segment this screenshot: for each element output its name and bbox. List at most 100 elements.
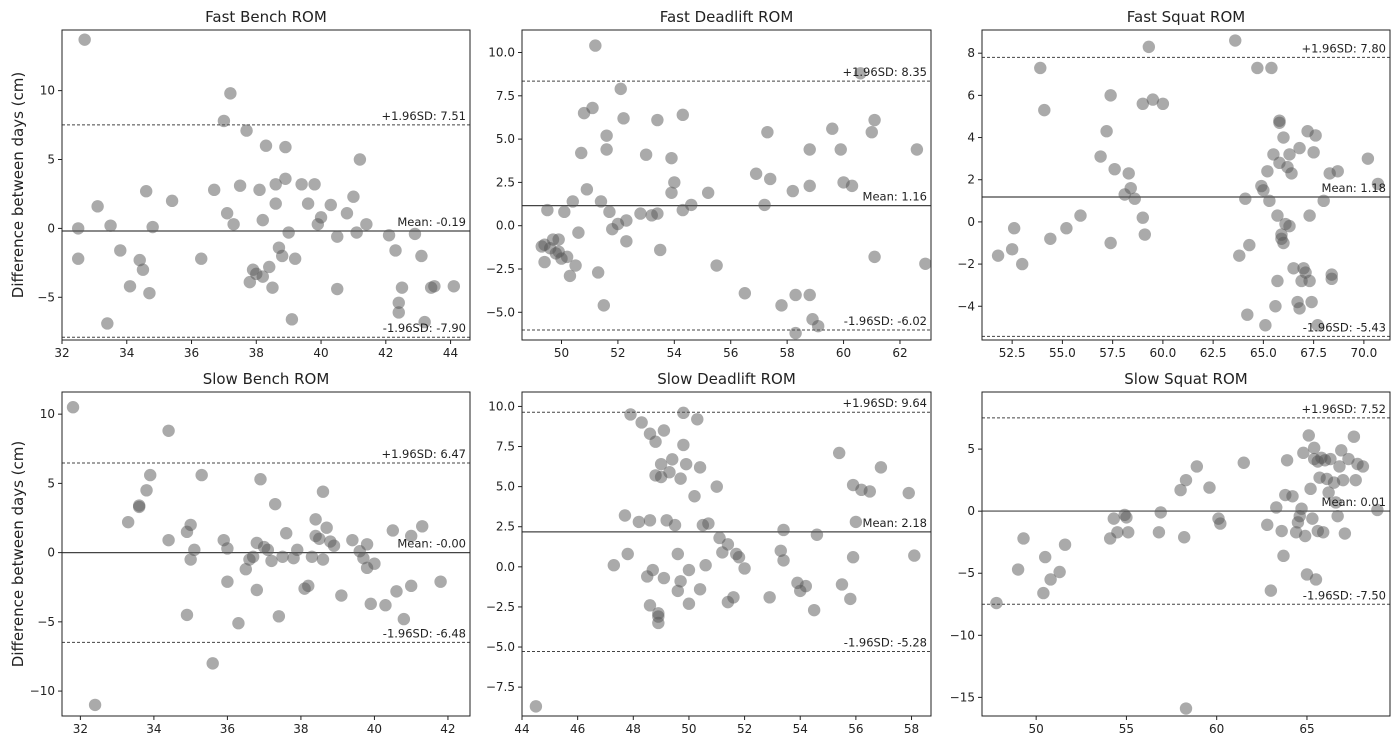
x-tick-label: 52.5 xyxy=(999,346,1026,360)
x-tick-label: 32 xyxy=(54,346,69,360)
data-point xyxy=(649,435,662,448)
data-point xyxy=(316,553,330,566)
data-point xyxy=(671,584,685,598)
data-point xyxy=(774,544,787,557)
data-point xyxy=(657,571,671,585)
data-point xyxy=(844,592,857,606)
data-point xyxy=(1156,97,1170,111)
data-point xyxy=(259,139,273,152)
data-point xyxy=(807,603,821,617)
upper-limit-label: +1.96SD: 8.35 xyxy=(842,65,927,79)
data-point xyxy=(786,184,799,198)
data-point xyxy=(1277,131,1290,144)
data-point xyxy=(569,259,582,272)
data-point xyxy=(1270,501,1283,514)
data-point xyxy=(863,485,876,498)
data-point xyxy=(665,151,678,165)
y-tick-label: −10 xyxy=(950,628,975,642)
chart-title: Slow Bench ROM xyxy=(203,370,330,388)
data-point xyxy=(1305,295,1318,309)
data-point xyxy=(1283,219,1296,233)
data-point xyxy=(1338,527,1352,540)
data-point xyxy=(232,617,245,630)
data-point xyxy=(594,195,608,208)
data-point xyxy=(1285,167,1298,180)
data-point xyxy=(195,252,208,265)
data-point xyxy=(835,578,849,591)
data-point xyxy=(1251,61,1264,75)
data-point xyxy=(123,280,137,293)
data-point xyxy=(558,205,571,219)
data-point xyxy=(1309,129,1322,142)
data-point xyxy=(693,583,707,596)
data-point xyxy=(651,113,664,127)
data-point xyxy=(652,607,665,620)
data-point xyxy=(1277,549,1290,563)
data-point xyxy=(1349,473,1362,487)
data-point xyxy=(1108,162,1121,176)
data-point xyxy=(66,401,80,414)
y-tick-label: 6 xyxy=(967,88,975,102)
data-point xyxy=(291,543,304,557)
mean-label: Mean: 1.18 xyxy=(1322,181,1386,195)
y-tick-label: 0.0 xyxy=(496,560,515,574)
data-point xyxy=(1011,563,1025,576)
y-tick-label: 7.5 xyxy=(496,89,515,103)
data-point xyxy=(1329,496,1343,509)
data-point xyxy=(272,610,286,623)
x-tick-label: 50 xyxy=(554,346,569,360)
data-point xyxy=(1154,506,1167,519)
data-point xyxy=(1265,61,1278,75)
data-point xyxy=(1174,483,1187,497)
data-point xyxy=(1273,114,1286,127)
chart-panel-3: +1.96SD: 7.80 Mean: 1.18 -1.96SD: -5.43 52.… xyxy=(957,8,1391,360)
y-tick-label: 7.5 xyxy=(496,440,515,454)
data-point xyxy=(845,179,859,193)
data-point xyxy=(305,550,319,563)
data-point xyxy=(919,257,931,270)
data-point xyxy=(1094,150,1107,163)
data-point xyxy=(269,197,282,210)
x-tick-label: 57.5 xyxy=(1099,346,1126,360)
data-point xyxy=(256,213,269,227)
data-point xyxy=(1259,319,1272,332)
data-point xyxy=(575,146,588,160)
data-point xyxy=(1300,568,1314,581)
data-point xyxy=(335,589,348,602)
data-point xyxy=(1190,460,1204,473)
y-tick-label: 0 xyxy=(967,504,975,518)
data-point xyxy=(1277,236,1290,250)
data-point xyxy=(1058,538,1072,551)
data-point xyxy=(589,39,602,52)
data-point xyxy=(865,125,878,139)
x-tick-label: 70.0 xyxy=(1351,346,1378,360)
data-point xyxy=(1309,573,1323,586)
x-tick-label: 50 xyxy=(1029,722,1044,736)
data-point xyxy=(233,179,247,192)
data-point xyxy=(758,198,771,212)
x-tick-label: 34 xyxy=(146,722,161,736)
data-point xyxy=(88,698,102,712)
y-axis-label: Difference between days (cm) xyxy=(9,72,27,298)
data-point xyxy=(580,183,594,196)
y-tick-label: −5.0 xyxy=(486,305,515,319)
data-point xyxy=(146,220,159,234)
data-point xyxy=(395,281,409,294)
data-point xyxy=(282,226,295,239)
data-point xyxy=(1306,512,1319,525)
data-point xyxy=(668,176,681,189)
data-point xyxy=(761,125,774,139)
data-point xyxy=(266,281,279,294)
data-point xyxy=(1317,526,1330,539)
data-point xyxy=(1122,167,1135,180)
data-point xyxy=(868,250,881,264)
x-tick-label: 48 xyxy=(626,722,641,736)
x-tick-label: 60 xyxy=(836,346,851,360)
data-point xyxy=(1124,181,1137,195)
data-point xyxy=(713,531,726,545)
data-point xyxy=(220,207,234,220)
y-tick-label: 0 xyxy=(967,215,975,229)
y-tick-label: −2 xyxy=(957,257,975,271)
x-tick-label: 55.0 xyxy=(1049,346,1076,360)
data-point xyxy=(276,550,289,563)
